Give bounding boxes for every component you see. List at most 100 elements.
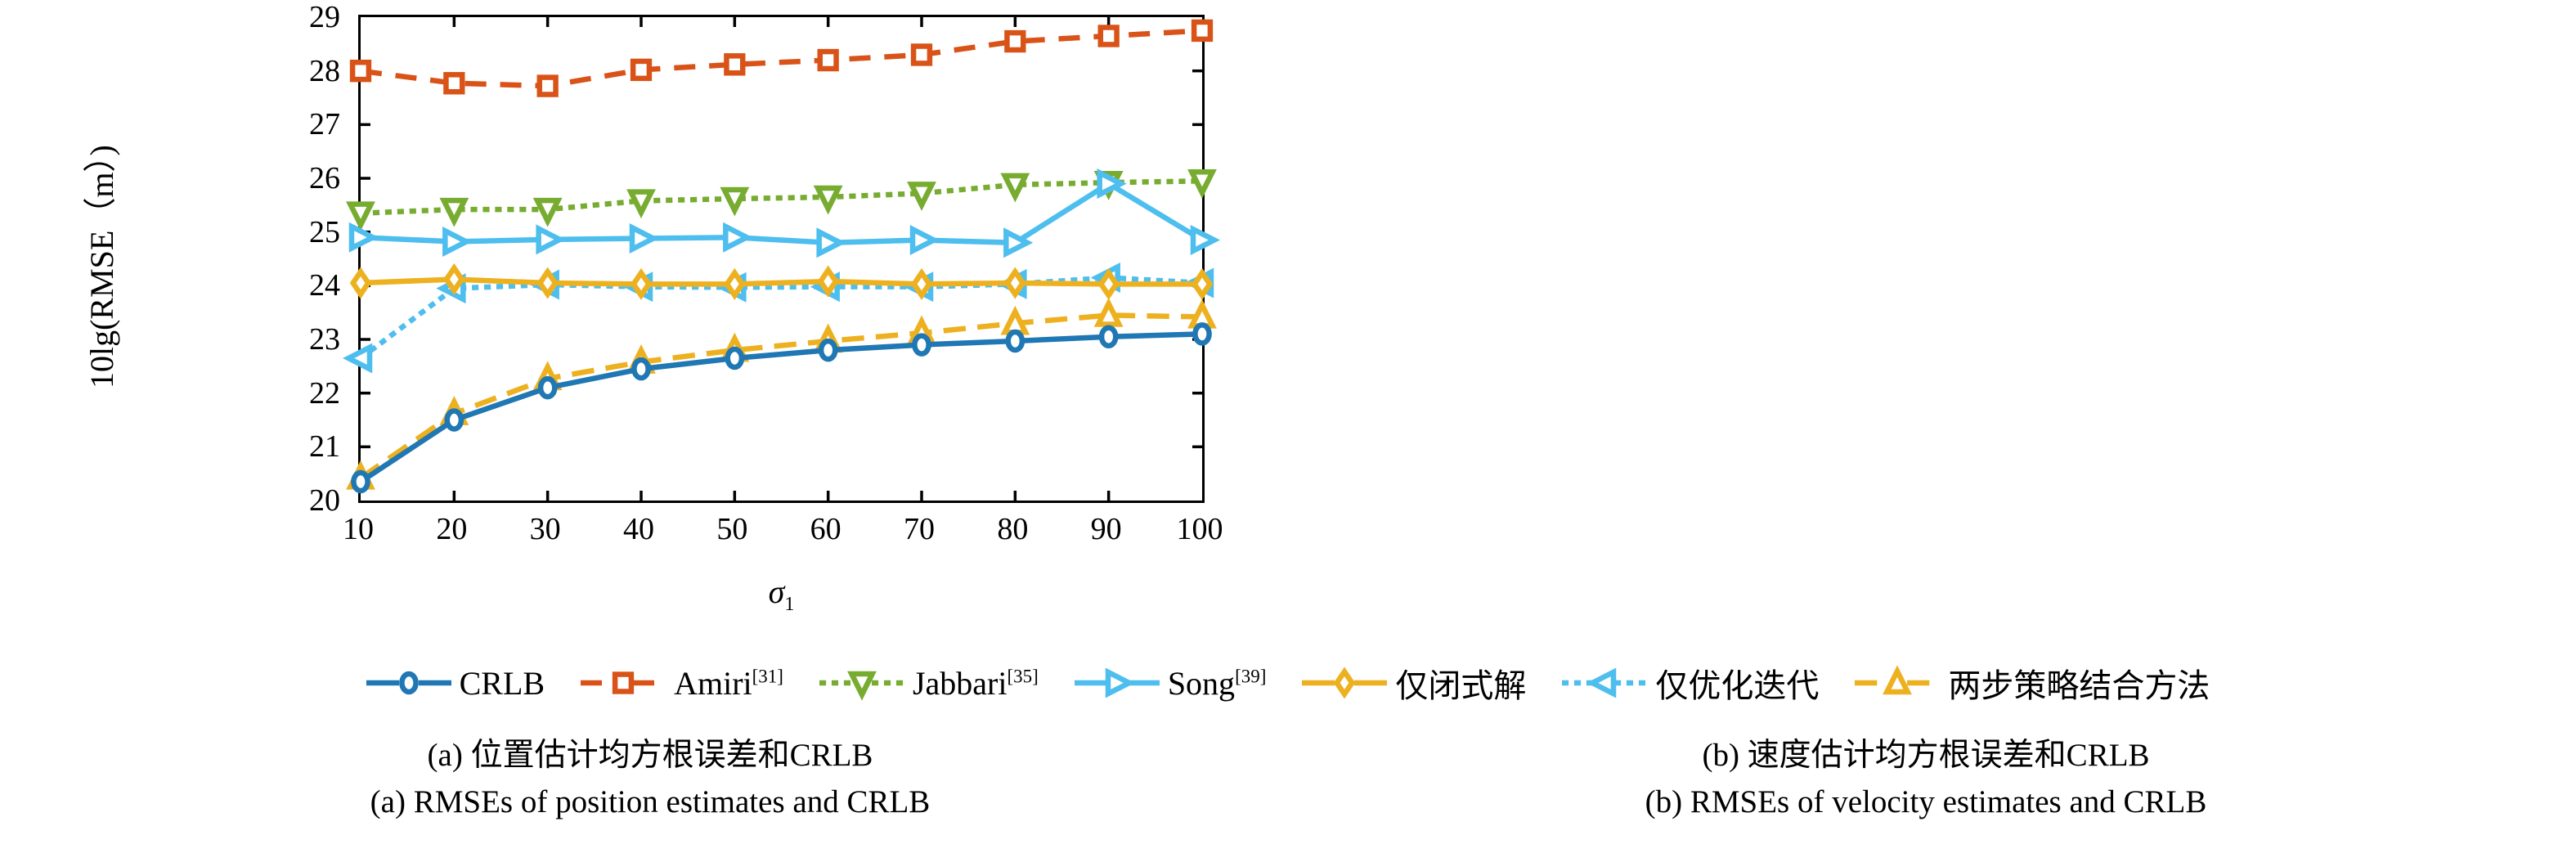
y-tick-labels-a: 20 21 22 23 24 25 26 27 28 29 [204,2,340,516]
data-point [723,222,753,253]
legend-item-1[interactable]: Amiri[31] [581,664,783,703]
series-line [360,28,1203,89]
legend-item-0[interactable]: CRLB [366,664,545,703]
data-point [1093,297,1124,327]
series-1 [349,19,1214,97]
legend-label-1: Amiri[31] [674,664,783,702]
data-point [912,333,931,357]
data-point [631,357,651,381]
data-point [1004,267,1026,299]
y-tick-label: 26 [309,161,340,195]
series-line [359,312,1203,481]
legend-item-6[interactable]: 两步策略结合方法 [1855,659,2210,707]
x-tick-label: 80 [997,512,1029,546]
y-axis-label-a: 10lg(RMSE（m）) [83,145,120,388]
legend-label-3: Song[39] [1167,664,1267,702]
x-tick-label: 60 [810,512,841,546]
series-line [359,275,1203,361]
data-point [444,408,464,432]
legend-item-5[interactable]: 仅优化迭代 [1562,659,1819,707]
data-point [1097,267,1120,300]
y-tick-label: 29 [309,0,340,34]
legend-label-5: 仅优化迭代 [1655,667,1820,704]
data-point [630,58,653,82]
data-point [817,48,839,72]
legend-item-2[interactable]: Jabbari[35] [819,664,1039,703]
data-point [818,338,838,362]
data-point [351,469,370,494]
x-tick-label: 90 [1090,512,1122,546]
data-point [1191,267,1214,300]
data-point [1192,322,1212,346]
data-point [910,43,933,66]
series-3 [348,168,1220,258]
x-tick-label: 10 [343,512,374,546]
data-point [346,201,375,231]
data-point [1005,329,1025,353]
series-line [360,276,1202,287]
data-point [1003,227,1034,258]
x-axis-label-a: σ1 [358,572,1205,616]
series-4 [349,263,1214,300]
data-point [348,222,379,253]
data-point [1000,173,1030,203]
data-point [532,197,563,227]
data-point [813,185,843,215]
y-tick-label: 27 [309,107,340,142]
y-tick-label: 28 [309,53,340,88]
legend-swatch-triangle-down-icon [819,669,904,701]
legend-swatch-triangle-left-icon [1562,667,1648,698]
series-line [360,180,1204,246]
caption-a-english: (a) RMSEs of position estimates and CRLB [370,784,931,819]
caption-b-english: (b) RMSEs of velocity estimates and CRLB [1645,784,2207,819]
data-point [343,343,373,374]
series-6 [346,297,1217,490]
series-line [360,178,1203,216]
legend-swatch-triangle-up-icon [1855,665,1941,697]
sigma-subscript: 1 [784,594,795,615]
data-point [536,224,566,255]
data-point [439,197,469,227]
legend-label-0: CRLB [459,664,545,702]
x-tick-label: 20 [436,512,468,546]
data-point [1190,225,1220,256]
data-point [536,267,559,299]
x-tick-label: 100 [1176,512,1223,546]
data-point [1187,169,1217,199]
legend-item-3[interactable]: Song[39] [1074,664,1267,703]
plot-area-a [343,15,1220,503]
y-tick-label: 25 [309,214,340,249]
x-tick-label: 70 [904,512,935,546]
legend-item-4[interactable]: 仅闭式解 [1302,659,1526,707]
data-point [1004,29,1026,53]
data-point [909,225,940,256]
caption-b-chinese: (b) 速度估计均方根误差和CRLB [1702,738,2150,773]
data-point [725,346,745,370]
panel-a: 10lg(RMSE（m）) 20 21 22 23 24 25 26 27 28 29 10 20 3… [0,0,1288,646]
legend-swatch-diamond-icon [1302,667,1388,699]
y-tick-label: 23 [309,322,340,357]
data-point [724,53,746,76]
legend-swatch-circle-icon [366,669,451,697]
legend-label-6: 两步策略结合方法 [1948,667,2210,704]
legend-label-4: 仅闭式解 [1395,667,1527,704]
data-point [816,227,846,258]
legend-label-2: Jabbari[35] [912,664,1039,702]
x-tick-label: 50 [716,512,748,546]
x-tick-labels-a: 10 20 30 40 50 60 70 80 90 100 [343,512,1223,554]
series-canvas-a [343,17,1220,501]
panel-b: 10lg(RMSE（m/s）) 510152025303540 10203040… [1288,0,2576,646]
tick-marks [361,17,1202,501]
data-point [443,72,465,95]
y-tick-label: 20 [309,483,340,518]
x-axis-sigma-a: σ1 [768,573,795,615]
data-point [910,267,933,300]
data-point [629,223,659,254]
data-point [1098,325,1119,348]
data-point [907,182,936,211]
caption-a-chinese: (a) 位置估计均方根误差和CRLB [427,738,873,773]
data-point [536,74,559,97]
legend: CRLB Amiri[31] Jabbari[35] Song[39] 仅闭式解 仅优化迭… [0,654,2576,712]
data-point [349,59,372,83]
